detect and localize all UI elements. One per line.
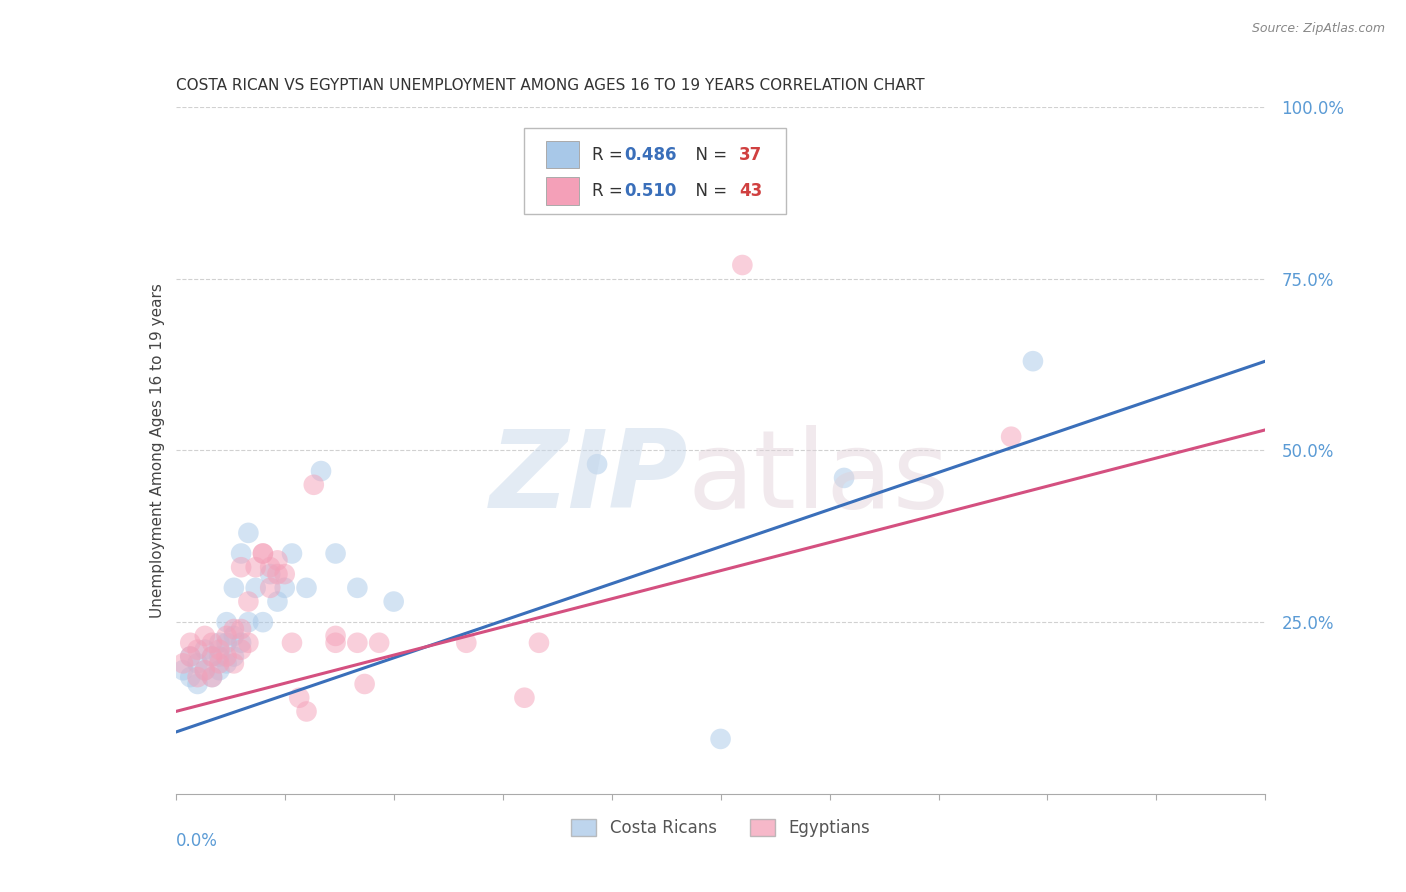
Point: [245, 560, 267, 574]
Point: [179, 649, 201, 664]
Point: [208, 657, 231, 671]
Point: [231, 546, 253, 561]
Legend: Costa Ricans, Egyptians: Costa Ricans, Egyptians: [565, 813, 876, 844]
Point: [325, 546, 347, 561]
Point: [179, 636, 201, 650]
Point: [215, 629, 238, 643]
Point: [586, 457, 609, 471]
Point: [208, 663, 231, 677]
Point: [222, 629, 245, 643]
Point: [215, 636, 238, 650]
Point: [215, 649, 238, 664]
Point: [368, 636, 391, 650]
Point: [353, 677, 375, 691]
Point: [231, 560, 253, 574]
Point: [179, 649, 201, 664]
Point: [172, 657, 194, 671]
Text: R =: R =: [592, 145, 628, 164]
Point: [215, 615, 238, 630]
Point: [186, 677, 209, 691]
Point: [252, 546, 274, 561]
Point: [201, 670, 224, 684]
Text: COSTA RICAN VS EGYPTIAN UNEMPLOYMENT AMONG AGES 16 TO 19 YEARS CORRELATION CHART: COSTA RICAN VS EGYPTIAN UNEMPLOYMENT AMO…: [176, 78, 924, 94]
Point: [215, 657, 238, 671]
Point: [222, 649, 245, 664]
Point: [238, 594, 260, 608]
Point: [266, 553, 288, 567]
Text: N =: N =: [685, 145, 733, 164]
Point: [1000, 430, 1022, 444]
Point: [238, 525, 260, 540]
Point: [201, 670, 224, 684]
Point: [1022, 354, 1045, 368]
Point: [382, 594, 405, 608]
Point: [527, 636, 550, 650]
Point: [179, 670, 201, 684]
Point: [201, 649, 224, 664]
Point: [238, 615, 260, 630]
Point: [231, 622, 253, 636]
FancyBboxPatch shape: [524, 128, 786, 213]
Point: [274, 567, 297, 582]
Y-axis label: Unemployment Among Ages 16 to 19 years: Unemployment Among Ages 16 to 19 years: [149, 283, 165, 618]
Point: [252, 546, 274, 561]
Text: 43: 43: [740, 182, 762, 200]
Point: [222, 657, 245, 671]
Text: 0.0%: 0.0%: [176, 831, 218, 850]
FancyBboxPatch shape: [546, 141, 579, 169]
Point: [456, 636, 478, 650]
Point: [222, 581, 245, 595]
Point: [194, 642, 217, 657]
Text: Source: ZipAtlas.com: Source: ZipAtlas.com: [1251, 22, 1385, 36]
Point: [513, 690, 536, 705]
Point: [281, 636, 304, 650]
Text: ZIP: ZIP: [489, 425, 688, 531]
Point: [325, 629, 347, 643]
Point: [201, 636, 224, 650]
Point: [325, 636, 347, 650]
Point: [832, 471, 855, 485]
Point: [172, 663, 194, 677]
Point: [259, 567, 281, 582]
Text: 0.486: 0.486: [624, 145, 678, 164]
Point: [201, 649, 224, 664]
Point: [208, 649, 231, 664]
Point: [302, 478, 325, 492]
Point: [346, 581, 368, 595]
Point: [194, 663, 217, 677]
Point: [231, 636, 253, 650]
Text: R =: R =: [592, 182, 628, 200]
Point: [194, 663, 217, 677]
Point: [259, 581, 281, 595]
Point: [274, 581, 297, 595]
Point: [281, 546, 304, 561]
Point: [266, 567, 288, 582]
Text: 0.510: 0.510: [624, 182, 678, 200]
Point: [186, 670, 209, 684]
Text: 37: 37: [740, 145, 762, 164]
Point: [208, 636, 231, 650]
Point: [346, 636, 368, 650]
Point: [222, 622, 245, 636]
Point: [288, 690, 311, 705]
Point: [245, 581, 267, 595]
Point: [238, 636, 260, 650]
Point: [266, 594, 288, 608]
Text: atlas: atlas: [688, 425, 950, 531]
Point: [710, 731, 733, 746]
Point: [194, 629, 217, 643]
Point: [295, 705, 318, 719]
Point: [252, 615, 274, 630]
Point: [186, 642, 209, 657]
Text: N =: N =: [685, 182, 733, 200]
Point: [186, 657, 209, 671]
Point: [295, 581, 318, 595]
FancyBboxPatch shape: [546, 177, 579, 204]
Point: [259, 560, 281, 574]
Point: [231, 642, 253, 657]
Point: [208, 642, 231, 657]
Point: [309, 464, 332, 478]
Point: [731, 258, 754, 272]
